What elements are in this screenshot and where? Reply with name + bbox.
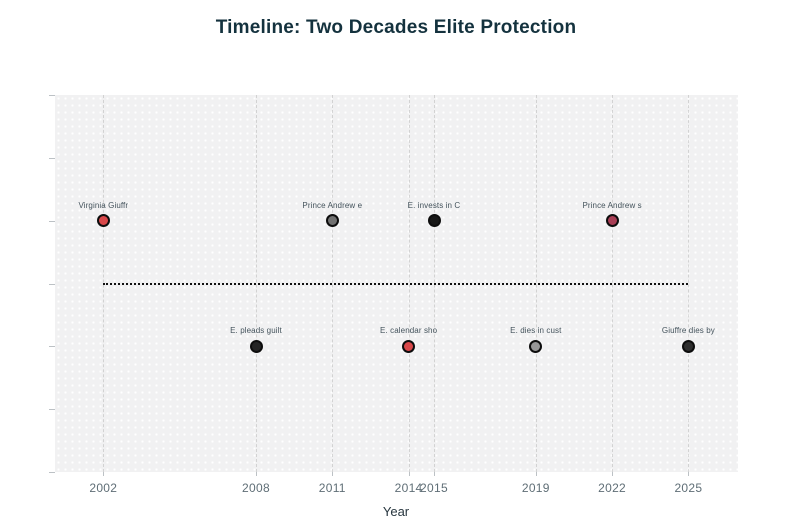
x-tick-label: 2022 <box>598 481 627 495</box>
x-tick-label: 2008 <box>242 481 270 495</box>
y-axis-tick <box>49 283 55 285</box>
x-axis-tick <box>332 472 334 476</box>
event-label: E. invests in C <box>407 200 461 210</box>
x-axis-tick <box>612 472 614 476</box>
event-label: E. calendar sho <box>380 326 438 336</box>
event-point <box>96 214 110 228</box>
event-label: Virginia Giuffr <box>78 200 129 210</box>
y-axis-tick <box>49 157 55 159</box>
x-axis-tick <box>535 472 537 476</box>
event-label: Giuffre dies by <box>661 326 715 336</box>
event-point <box>529 339 543 353</box>
event-label: Prince Andrew e <box>302 200 363 210</box>
event-point <box>605 214 619 228</box>
x-axis-tick <box>688 472 690 476</box>
x-axis-tick <box>256 472 257 476</box>
vertical-gridline <box>688 95 690 472</box>
event-label: E. dies in cust <box>510 326 562 336</box>
y-axis-tick <box>49 346 55 348</box>
x-axis-title: Year <box>382 504 410 519</box>
event-point <box>427 214 441 228</box>
x-tick-label: 2011 <box>318 481 346 495</box>
x-tick-label: 2019 <box>521 481 550 495</box>
x-axis-tick <box>408 472 410 476</box>
plot-area: Virginia Giuffr E. pleads guilt Prince And… <box>49 95 738 476</box>
chart-title: Timeline: Two Decades Elite Protection <box>215 17 577 38</box>
event-point <box>249 339 263 353</box>
x-axis-tick <box>434 472 435 476</box>
event-point <box>681 339 695 353</box>
x-tick-label: 2002 <box>89 481 118 495</box>
x-tick-label: 2025 <box>674 481 703 495</box>
y-axis-tick <box>49 95 55 96</box>
event-label: E. pleads guilt <box>230 326 282 336</box>
event-label: Prince Andrew s <box>582 200 642 210</box>
zero-baseline <box>103 282 689 285</box>
y-axis-tick <box>49 220 55 222</box>
y-axis-tick <box>49 409 55 411</box>
x-tick-label: 2014 <box>394 481 423 495</box>
event-point <box>402 339 416 353</box>
event-point <box>325 214 339 228</box>
x-tick-label: 2015 <box>420 481 448 495</box>
y-axis-tick <box>49 472 55 473</box>
x-axis-tick <box>103 472 105 476</box>
